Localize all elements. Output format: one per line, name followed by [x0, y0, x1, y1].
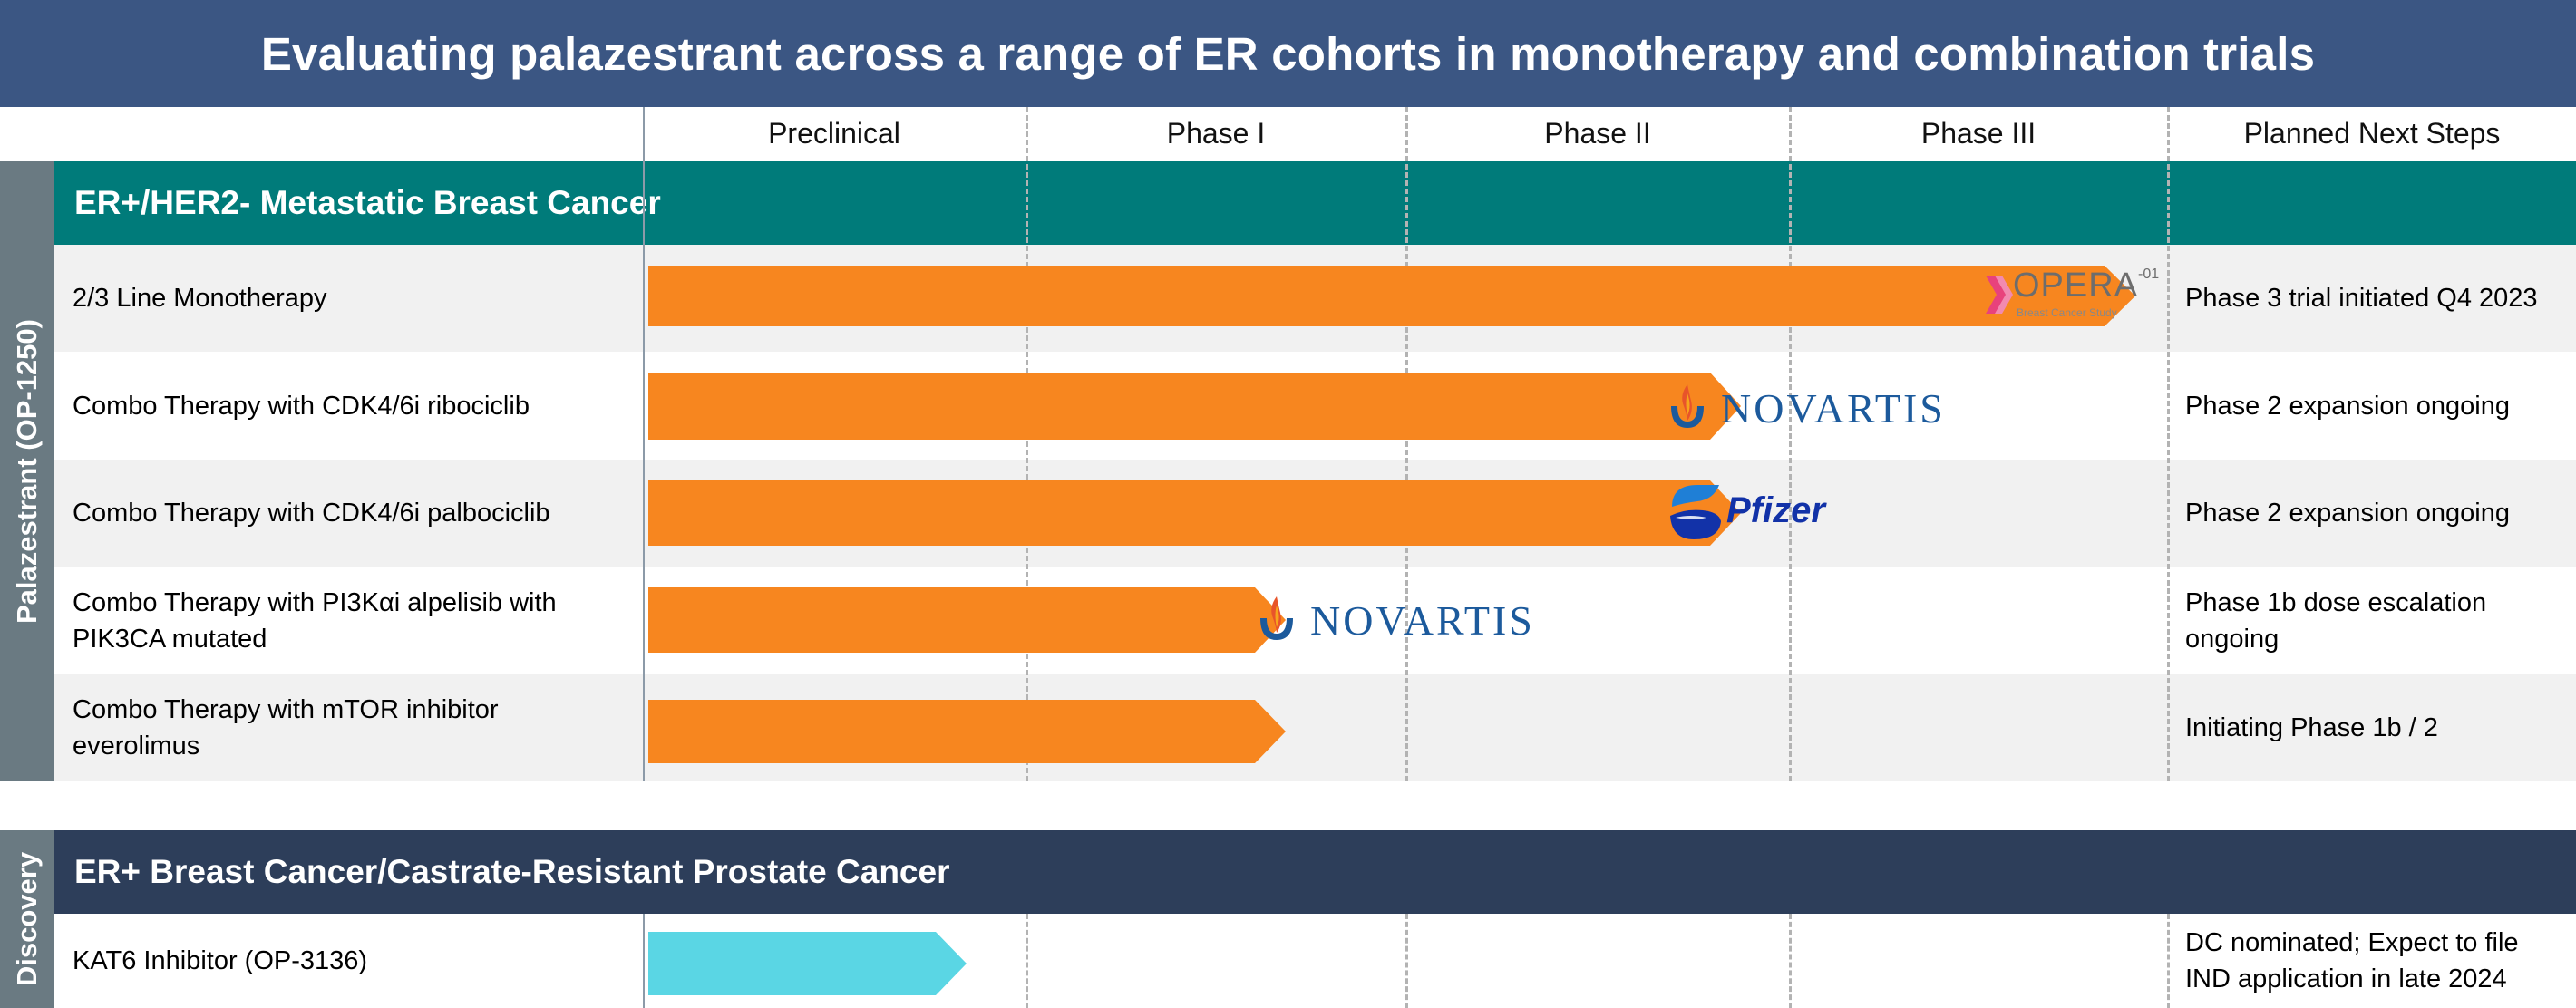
row-label-ribociclib: Combo Therapy with CDK4/6i ribociclib [73, 391, 530, 421]
row-label-everolimus: Combo Therapy with mTOR inhibitor everol… [73, 695, 499, 761]
grid-line-label-divider [643, 914, 645, 1008]
row-background [54, 674, 2576, 781]
grid-line-phase-3 [1789, 914, 1792, 1008]
grid-line-phase-2 [1405, 107, 1408, 781]
next-step-ribociclib: Phase 2 expansion ongoing [2185, 391, 2510, 421]
column-header-phase-2: Phase II [1544, 116, 1651, 150]
grid-line-next-steps [2167, 107, 2170, 781]
grid-line-next-steps [2167, 914, 2170, 1008]
pfizer-logo-text: Pfizer [1726, 490, 1825, 530]
row-label-alpelisib: Combo Therapy with PI3Kαi alpelisib with… [73, 587, 557, 654]
row-label-kat6: KAT6 Inhibitor (OP-3136) [73, 946, 368, 975]
progress-arrow-alpelisib [648, 587, 1286, 653]
novartis-logo-text: NOVARTIS [1310, 597, 1535, 644]
progress-arrow-everolimus [648, 700, 1286, 763]
row-label-monotherapy: 2/3 Line Monotherapy [73, 284, 327, 313]
pfizer-logo: Pfizer [1667, 478, 1839, 545]
next-step-alpelisib: Phase 1b dose escalation ongoing [2185, 587, 2487, 654]
column-header-phase-3: Phase III [1920, 116, 2036, 150]
section-header-er-her2: ER+/HER2- Metastatic Breast Cancer [54, 161, 2576, 245]
opera-logo-text: OPERA [2013, 267, 2139, 305]
side-label-discovery: Discovery [0, 830, 54, 1008]
side-label-text: Discovery [11, 851, 43, 987]
page-title: Evaluating palazestrant across a range o… [260, 27, 2316, 80]
title-bar: Evaluating palazestrant across a range o… [0, 0, 2576, 107]
novartis-flame-icon [1260, 596, 1293, 640]
column-header-preclinical: Preclinical [768, 116, 900, 150]
next-step-everolimus: Initiating Phase 1b / 2 [2185, 713, 2438, 742]
section-header-er-crpc: ER+ Breast Cancer/Castrate-Resistant Pro… [54, 830, 2576, 914]
grid-line-phase-1 [1026, 107, 1028, 781]
column-header-next-steps: Planned Next Steps [2243, 116, 2501, 150]
next-step-kat6: DC nominated; Expect to file IND applica… [2185, 928, 2519, 993]
grid-line-phase-2 [1405, 914, 1408, 1008]
grid-line-label-divider [643, 107, 645, 781]
progress-arrow-kat6 [648, 932, 967, 995]
side-label-palazestrant: Palazestrant (OP-1250) [0, 161, 54, 781]
column-header-phase-1: Phase I [1166, 116, 1266, 150]
opera-logo-superscript: -01 [2138, 267, 2160, 282]
progress-arrow-palbociclib [648, 480, 1741, 546]
next-step-palbociclib: Phase 2 expansion ongoing [2185, 499, 2510, 528]
progress-arrow-ribociclib [648, 373, 1741, 440]
novartis-logo-text: NOVARTIS [1721, 385, 1946, 431]
opera-chevron-icon [1986, 276, 2013, 314]
side-label-text: Palazestrant (OP-1250) [11, 319, 44, 624]
next-step-monotherapy: Phase 3 trial initiated Q4 2023 [2185, 284, 2538, 313]
novartis-logo: NOVARTIS [1667, 379, 1966, 433]
grid-line-phase-3 [1789, 107, 1792, 781]
novartis-flame-icon [1671, 384, 1704, 428]
opera-logo-subtitle: Breast Cancer Study [2017, 306, 2117, 319]
grid-line-phase-1 [1026, 914, 1028, 1008]
progress-arrow-monotherapy [648, 266, 2135, 326]
novartis-logo: NOVARTIS [1256, 591, 1555, 645]
opera-01-logo: OPERA-01 Breast Cancer Study [1984, 267, 2170, 326]
row-label-palbociclib: Combo Therapy with CDK4/6i palbociclib [73, 499, 550, 528]
pfizer-pill-icon [1670, 485, 1721, 539]
